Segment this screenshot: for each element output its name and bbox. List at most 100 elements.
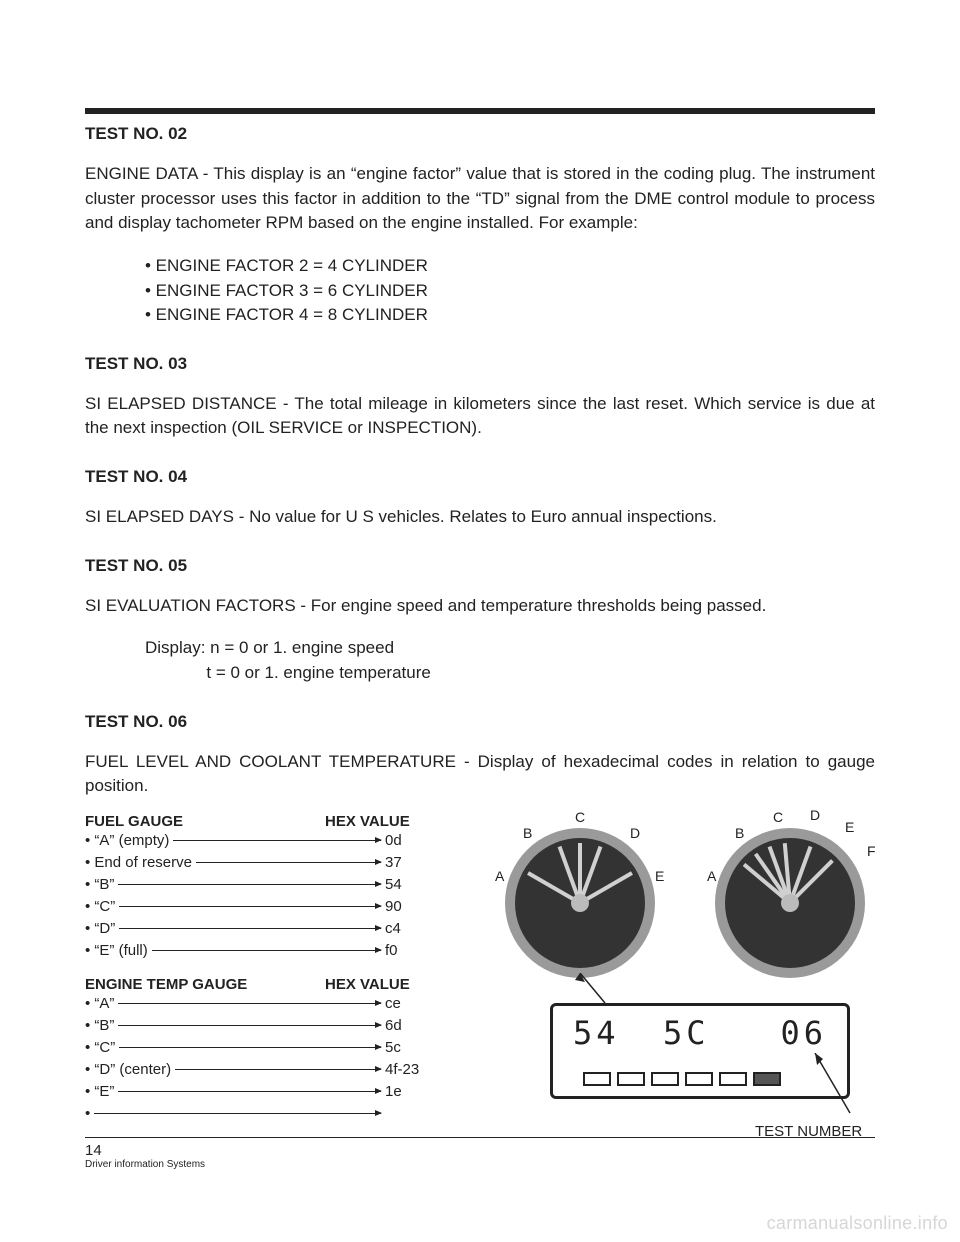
table-row: • — [85, 1103, 445, 1125]
row-value: 6d — [385, 1017, 445, 1034]
table-row: • “C” 5c — [85, 1037, 445, 1059]
row-label: • “D” — [85, 920, 115, 937]
gauge-diagram: A B C D E A B C D — [495, 813, 875, 1163]
row-label: • “E” (full) — [85, 942, 148, 959]
arrow-line — [119, 906, 381, 907]
row-value: ce — [385, 995, 445, 1012]
lcd-segment: 5C — [663, 1014, 710, 1052]
bullet: • ENGINE FACTOR 3 = 6 CYLINDER — [145, 279, 875, 304]
row-value: 54 — [385, 876, 445, 893]
lcd-buttons — [583, 1072, 781, 1086]
table-row: • “D” c4 — [85, 918, 445, 940]
row-label: • “A” (empty) — [85, 832, 169, 849]
row-value: 0d — [385, 832, 445, 849]
row-label: • “B” — [85, 876, 114, 893]
footer-caption: Driver information Systems — [85, 1159, 875, 1170]
lcd-segment: 54 — [573, 1014, 620, 1052]
table-row: • “E” 1e — [85, 1081, 445, 1103]
gauge-label: E — [845, 819, 854, 835]
table-row: • “E” (full) f0 — [85, 940, 445, 962]
display-line: Display: n = 0 or 1. engine speed — [145, 636, 875, 661]
bullet: • ENGINE FACTOR 2 = 4 CYLINDER — [145, 254, 875, 279]
table-header: FUEL GAUGE HEX VALUE — [85, 813, 445, 830]
gauge-label: C — [773, 809, 783, 825]
page-content: TEST NO. 02 ENGINE DATA - This display i… — [85, 110, 875, 1163]
arrow-line — [118, 884, 381, 885]
gauge-label: D — [630, 825, 640, 841]
row-label: • “D” (center) — [85, 1061, 171, 1078]
para-test-06: FUEL LEVEL AND COOLANT TEMPERATURE - Dis… — [85, 750, 875, 799]
arrow-line — [118, 1091, 381, 1092]
gauge-label: A — [707, 868, 716, 884]
lcd-button-icon — [753, 1072, 781, 1086]
bullet: • ENGINE FACTOR 4 = 8 CYLINDER — [145, 303, 875, 328]
arrow-line — [173, 840, 381, 841]
para-test-03: SI ELAPSED DISTANCE - The total mileage … — [85, 392, 875, 441]
row-label: • “A” — [85, 995, 114, 1012]
table-header: ENGINE TEMP GAUGE HEX VALUE — [85, 976, 445, 993]
lcd-button-icon — [651, 1072, 679, 1086]
gauge-label: F — [867, 843, 876, 859]
table-row: • “C” 90 — [85, 896, 445, 918]
arrow-line — [118, 1025, 381, 1026]
gauge-label: E — [655, 868, 664, 884]
gauge-center — [571, 894, 589, 912]
lcd-button-icon — [617, 1072, 645, 1086]
arrow-line — [196, 862, 381, 863]
row-label: • “B” — [85, 1017, 114, 1034]
row-value: 90 — [385, 898, 445, 915]
fuel-gauge-icon — [515, 838, 645, 968]
table-row: • “B” 6d — [85, 1015, 445, 1037]
table-row: • “B” 54 — [85, 874, 445, 896]
temp-gauge-icon — [725, 838, 855, 968]
heading-test-04: TEST NO. 04 — [85, 467, 875, 487]
table-row: • “A” (empty) 0d — [85, 830, 445, 852]
heading-test-05: TEST NO. 05 — [85, 556, 875, 576]
hex-tables: FUEL GAUGE HEX VALUE • “A” (empty) 0d • E… — [85, 813, 495, 1163]
arrow-line — [175, 1069, 381, 1070]
lcd-segment: 06 — [780, 1014, 827, 1052]
table-row: • “A” ce — [85, 993, 445, 1015]
lcd-button-icon — [583, 1072, 611, 1086]
temp-gauge-table: ENGINE TEMP GAUGE HEX VALUE • “A” ce • “B… — [85, 976, 445, 1125]
row-label: • “C” — [85, 1039, 115, 1056]
row-value: 37 — [385, 854, 445, 871]
watermark: carmanualsonline.info — [767, 1213, 948, 1234]
gauge-label: C — [575, 809, 585, 825]
row-label: • “C” — [85, 898, 115, 915]
row-value: 1e — [385, 1083, 445, 1100]
col-header: FUEL GAUGE — [85, 813, 325, 830]
gauge-label: A — [495, 868, 504, 884]
arrow-icon — [795, 1053, 865, 1133]
page-footer: 14 Driver information Systems — [85, 1137, 875, 1170]
bullets-test-02: • ENGINE FACTOR 2 = 4 CYLINDER • ENGINE … — [145, 254, 875, 328]
arrow-line — [118, 1003, 381, 1004]
arrow-line — [119, 928, 381, 929]
fuel-gauge-table: FUEL GAUGE HEX VALUE • “A” (empty) 0d • E… — [85, 813, 445, 962]
gauge-label: B — [735, 825, 744, 841]
lcd-button-icon — [685, 1072, 713, 1086]
row-value: c4 — [385, 920, 445, 937]
table-row: • End of reserve 37 — [85, 852, 445, 874]
footer-rule — [85, 1137, 875, 1138]
gauge-label: B — [523, 825, 532, 841]
display-lines: Display: n = 0 or 1. engine speed t = 0 … — [145, 636, 875, 685]
row-value: f0 — [385, 942, 445, 959]
gauge-label: D — [810, 807, 820, 823]
lcd-button-icon — [719, 1072, 747, 1086]
heading-test-06: TEST NO. 06 — [85, 712, 875, 732]
col-header: ENGINE TEMP GAUGE — [85, 976, 325, 993]
row-value: 4f-23 — [385, 1061, 445, 1078]
row-value: 5c — [385, 1039, 445, 1056]
arrow-line — [119, 1047, 381, 1048]
row-label: • “E” — [85, 1083, 114, 1100]
para-test-02: ENGINE DATA - This display is an “engine… — [85, 162, 875, 236]
col-header: HEX VALUE — [325, 813, 410, 830]
row-label: • End of reserve — [85, 854, 192, 871]
two-column-area: FUEL GAUGE HEX VALUE • “A” (empty) 0d • E… — [85, 813, 875, 1163]
row-label: • — [85, 1105, 90, 1122]
heading-test-03: TEST NO. 03 — [85, 354, 875, 374]
table-row: • “D” (center) 4f-23 — [85, 1059, 445, 1081]
display-line: t = 0 or 1. engine temperature — [145, 661, 875, 686]
para-test-05: SI EVALUATION FACTORS - For engine speed… — [85, 594, 875, 619]
